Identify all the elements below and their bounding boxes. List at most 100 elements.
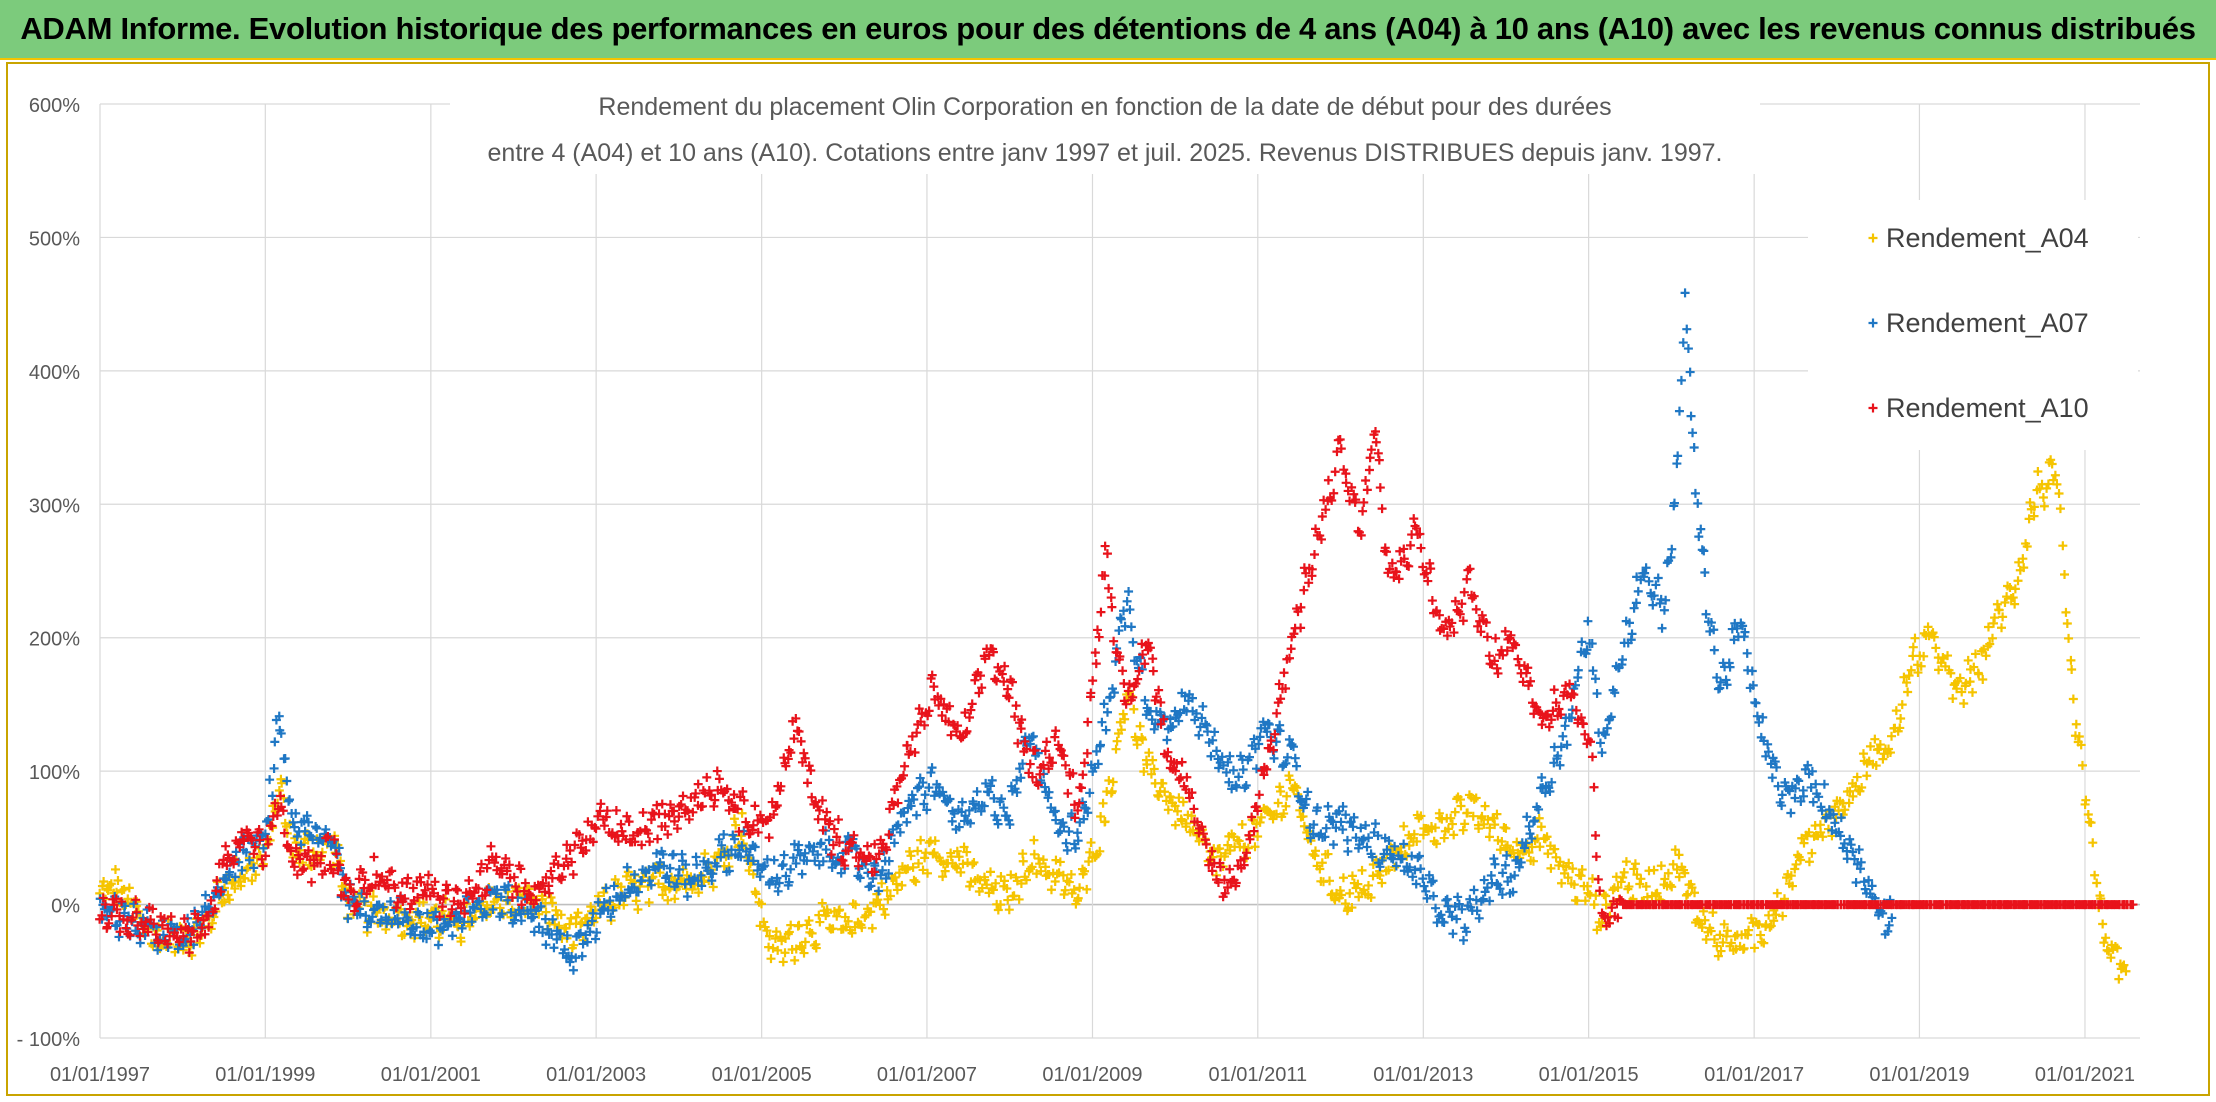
data-point	[1769, 916, 1779, 926]
data-point	[964, 713, 974, 723]
data-point	[1356, 823, 1366, 833]
data-point	[945, 794, 955, 804]
data-point	[1016, 773, 1026, 783]
data-point	[1197, 713, 1207, 723]
data-point	[697, 801, 707, 811]
data-point	[1616, 877, 1626, 887]
data-point	[1657, 623, 1667, 633]
data-point	[623, 867, 633, 877]
data-point	[1796, 855, 1806, 865]
data-point	[947, 816, 957, 826]
data-point	[1870, 734, 1880, 744]
data-point	[1491, 633, 1501, 643]
data-point	[1083, 808, 1093, 818]
y-tick-label: 100%	[29, 762, 80, 784]
data-point	[1144, 748, 1154, 758]
data-point	[1560, 721, 1570, 731]
data-point	[1351, 833, 1361, 843]
data-point	[2112, 943, 2122, 953]
data-point	[1003, 895, 1013, 905]
data-point	[1107, 602, 1117, 612]
data-point	[1726, 938, 1736, 948]
data-point	[954, 852, 964, 862]
data-point	[1851, 877, 1861, 887]
data-point	[1592, 689, 1602, 699]
data-point	[1044, 787, 1054, 797]
data-point	[1118, 709, 1128, 719]
data-point	[1250, 842, 1260, 852]
data-point	[1563, 873, 1573, 883]
data-point	[568, 869, 578, 879]
data-point	[1597, 748, 1607, 758]
data-point	[1264, 719, 1274, 729]
data-point	[769, 855, 779, 865]
data-point	[964, 805, 974, 815]
data-point	[536, 901, 546, 911]
data-point	[230, 872, 240, 882]
data-point	[486, 841, 496, 851]
series-Rendement_A07	[95, 288, 1897, 975]
data-point	[1254, 790, 1264, 800]
data-point	[1485, 823, 1495, 833]
data-point	[1191, 709, 1201, 719]
data-point	[1534, 813, 1544, 823]
data-point	[1336, 890, 1346, 900]
data-point	[903, 864, 913, 874]
data-point	[646, 880, 656, 890]
data-point	[1042, 737, 1052, 747]
data-point	[1062, 845, 1072, 855]
data-point	[547, 898, 557, 908]
data-point	[2081, 795, 2091, 805]
data-point	[1180, 691, 1190, 701]
data-point	[244, 855, 254, 865]
data-point	[1364, 465, 1374, 475]
data-point	[921, 848, 931, 858]
data-point	[105, 880, 115, 890]
data-point	[913, 783, 923, 793]
data-point	[700, 849, 710, 859]
data-point	[1589, 900, 1599, 910]
data-point	[468, 902, 478, 912]
data-point	[1667, 544, 1677, 554]
data-point	[672, 879, 682, 889]
chart-frame	[6, 62, 2210, 1096]
data-point	[1418, 874, 1428, 884]
data-point	[1149, 764, 1159, 774]
data-point	[670, 894, 680, 904]
data-point	[1495, 845, 1505, 855]
x-tick-label: 01/01/1997	[50, 1064, 150, 1086]
data-point	[958, 859, 968, 869]
data-point	[403, 915, 413, 925]
data-point	[832, 911, 842, 921]
data-point	[1577, 637, 1587, 647]
data-point	[2068, 694, 2078, 704]
data-point	[1535, 842, 1545, 852]
data-point	[1384, 865, 1394, 875]
data-point	[1361, 476, 1371, 486]
data-point	[726, 845, 736, 855]
data-point	[573, 908, 583, 918]
data-point	[2092, 878, 2102, 888]
data-point	[464, 876, 474, 886]
data-point	[902, 817, 912, 827]
data-point	[1593, 874, 1603, 884]
data-point	[1482, 632, 1492, 642]
data-point	[1978, 674, 1988, 684]
x-tick-label: 01/01/2011	[1208, 1064, 1307, 1086]
data-point	[836, 868, 846, 878]
banner-title: ADAM Informe. Evolution historique des p…	[20, 11, 2196, 46]
data-point	[422, 934, 432, 944]
data-point	[866, 907, 876, 917]
data-point	[1255, 817, 1265, 827]
data-point	[1336, 817, 1346, 827]
data-point	[2050, 470, 2060, 480]
data-point	[1572, 896, 1582, 906]
data-point	[633, 904, 643, 914]
data-point	[1177, 816, 1187, 826]
data-point	[1232, 782, 1242, 792]
data-point	[638, 808, 648, 818]
data-point	[993, 905, 1003, 915]
data-point	[1619, 867, 1629, 877]
data-point	[1174, 716, 1184, 726]
data-point	[606, 912, 616, 922]
